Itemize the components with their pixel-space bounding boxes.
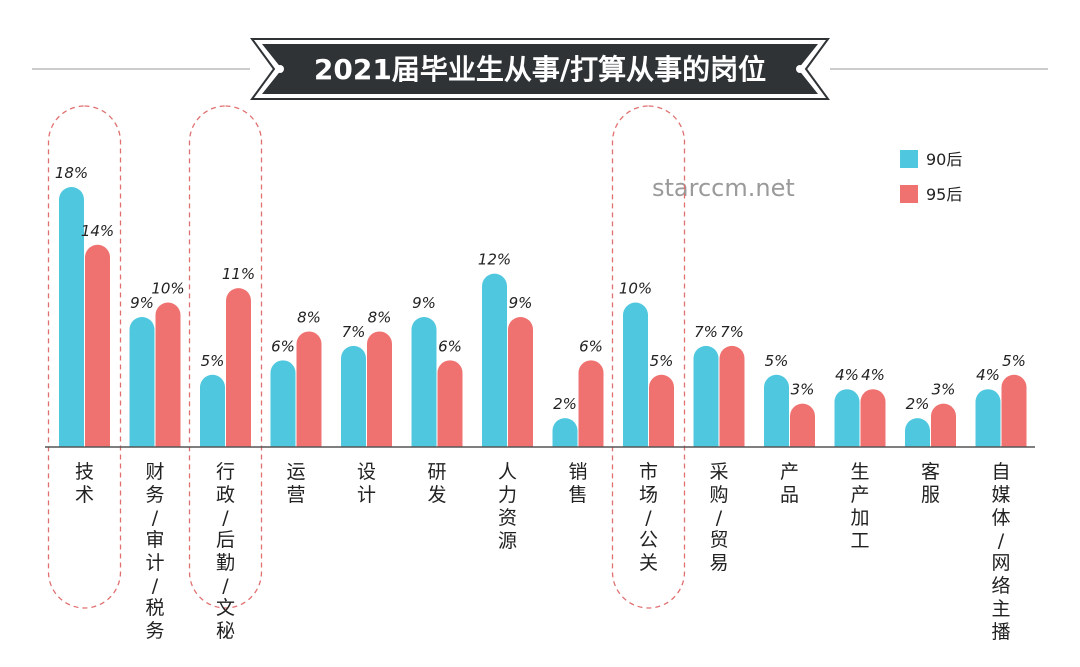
- category-label: 产品: [780, 461, 799, 506]
- bar-90: [764, 374, 789, 447]
- category-label: 财务/审计/税务: [145, 461, 164, 642]
- bar-90: [552, 418, 578, 447]
- data-label: 8%: [297, 308, 321, 326]
- data-label: 5%: [650, 352, 674, 370]
- chart-title: 2021届毕业生从事/打算从事的岗位: [314, 53, 766, 86]
- bar-90: [623, 302, 648, 447]
- category-label: 研发: [427, 461, 446, 506]
- data-label: 6%: [271, 337, 295, 355]
- highlight-outline: [47, 105, 122, 609]
- bar-90: [129, 316, 155, 447]
- bar-95: [719, 345, 745, 447]
- data-label: 4%: [861, 366, 885, 384]
- data-label: 9%: [509, 294, 533, 312]
- category-label: 采购/贸易: [709, 461, 728, 574]
- category-label: 行政/后勤/文秘: [216, 461, 235, 642]
- data-label: 3%: [791, 381, 815, 399]
- category-label: 生产加工: [850, 461, 869, 552]
- data-label: 4%: [976, 366, 1000, 384]
- data-label: 12%: [478, 251, 511, 269]
- data-label: 9%: [130, 294, 154, 312]
- bar-90: [482, 273, 507, 447]
- title-dot-left: [276, 65, 284, 73]
- bar-95: [296, 331, 322, 447]
- data-label: 2%: [553, 395, 577, 413]
- data-label: 5%: [765, 352, 789, 370]
- data-label: 4%: [835, 366, 859, 384]
- bar-95: [860, 389, 886, 447]
- bar-90: [693, 345, 719, 447]
- title-banner: [262, 44, 818, 94]
- data-label: 7%: [342, 323, 366, 341]
- bar-95: [790, 403, 815, 447]
- legend-label-95: 95后: [926, 185, 962, 204]
- data-label: 14%: [81, 222, 114, 240]
- bar-95: [437, 360, 463, 447]
- data-label: 8%: [368, 308, 392, 326]
- data-label: 7%: [720, 323, 744, 341]
- data-label: 5%: [201, 352, 225, 370]
- data-label: 10%: [151, 280, 184, 298]
- legend-swatch-90: [900, 150, 918, 168]
- category-label: 自媒体/网络主播: [991, 461, 1010, 643]
- category-label: 客服: [921, 461, 940, 506]
- data-label: 10%: [619, 280, 652, 298]
- bar-95: [931, 403, 956, 447]
- legend-label-90: 90后: [926, 150, 962, 169]
- category-label: 设计: [357, 461, 376, 506]
- bar-95: [85, 244, 110, 447]
- bar-90: [834, 389, 860, 447]
- data-label: 11%: [222, 265, 255, 283]
- bar-90: [411, 316, 437, 447]
- bar-90: [270, 360, 296, 447]
- category-label: 市场/公关: [639, 461, 658, 574]
- legend-swatch-95: [900, 185, 918, 203]
- title-banner-outline: [250, 38, 830, 100]
- title-dot-right: [796, 65, 804, 73]
- data-label: 18%: [55, 164, 88, 182]
- data-label: 5%: [1002, 352, 1026, 370]
- data-label: 7%: [694, 323, 718, 341]
- bar-90: [975, 389, 1001, 447]
- bar-95: [508, 316, 533, 447]
- bar-95: [1001, 374, 1027, 447]
- category-label: 人力资源: [498, 461, 517, 552]
- bar-90: [200, 374, 225, 447]
- data-label: 6%: [579, 337, 603, 355]
- highlight-outline: [188, 105, 263, 609]
- category-label: 运营: [286, 461, 305, 506]
- data-label: 2%: [906, 395, 930, 413]
- category-label: 销售: [568, 461, 587, 506]
- watermark-text: starccm.net: [652, 174, 795, 202]
- bar-95: [578, 360, 604, 447]
- bar-95: [226, 288, 251, 447]
- bar-95: [649, 374, 674, 447]
- data-label: 9%: [412, 294, 436, 312]
- category-label: 技术: [75, 461, 94, 506]
- data-label: 6%: [438, 337, 462, 355]
- bar-95: [367, 331, 392, 447]
- highlight-outline: [611, 105, 686, 609]
- bar-90: [341, 345, 366, 447]
- bar-90: [59, 187, 84, 447]
- bar-95: [155, 302, 181, 447]
- bar-90: [905, 418, 930, 447]
- data-label: 3%: [932, 381, 956, 399]
